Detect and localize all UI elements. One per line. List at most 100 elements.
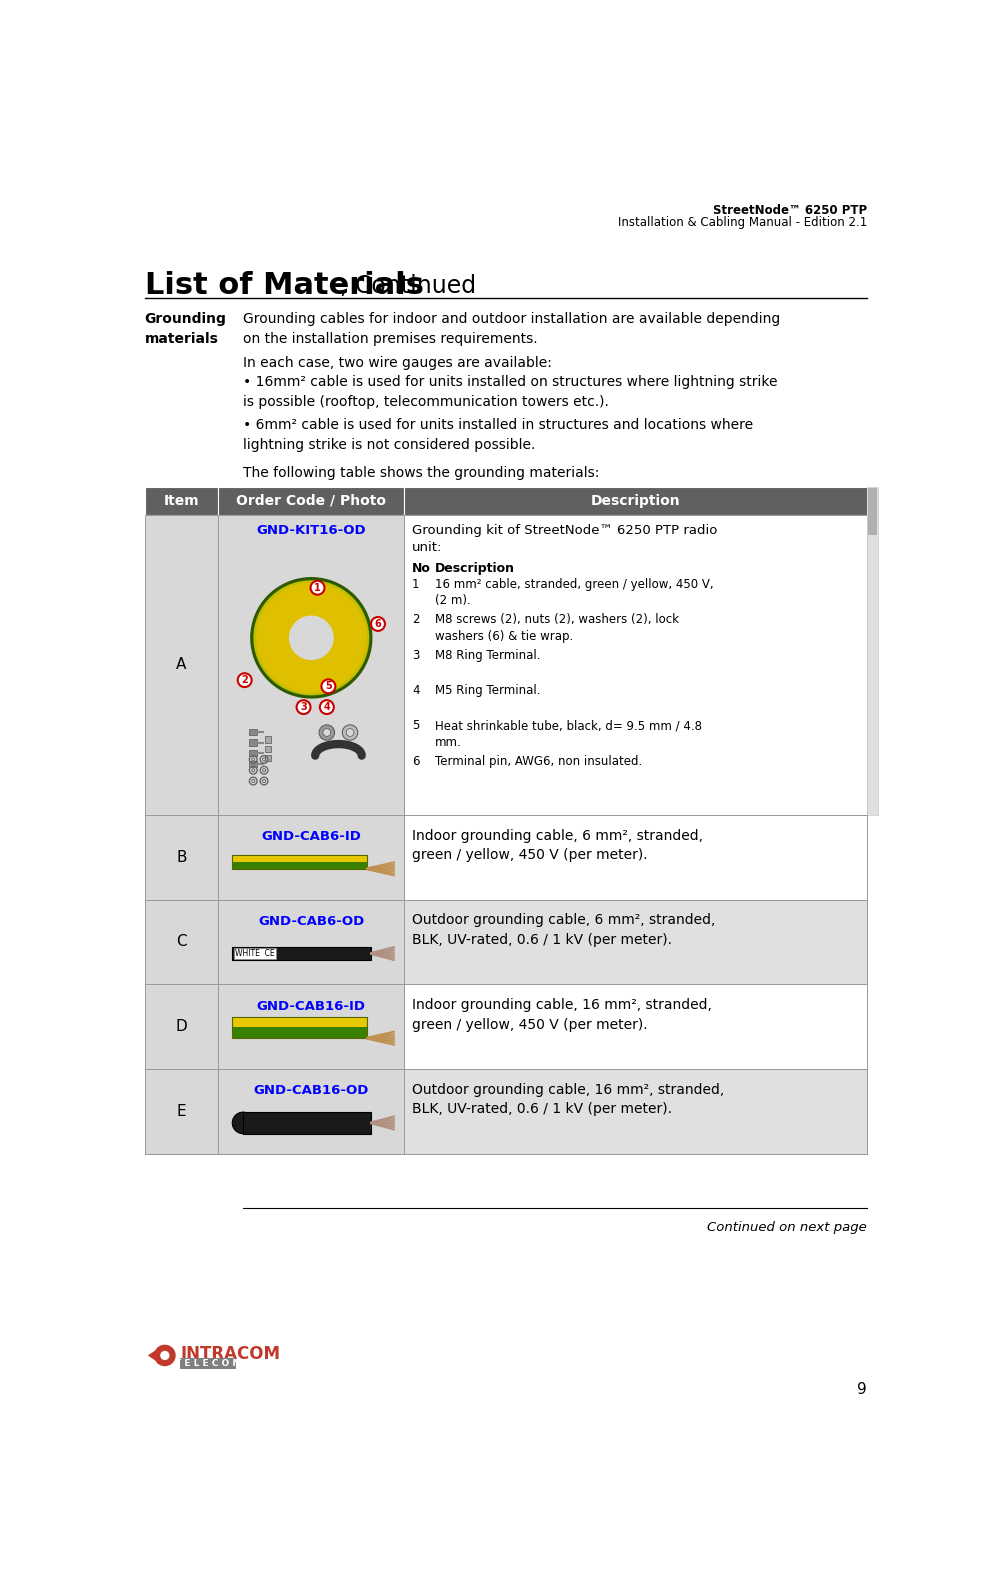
Text: 1: 1 (412, 578, 419, 590)
Bar (404, 900, 867, 984)
Text: GND-CAB16-OD: GND-CAB16-OD (254, 1084, 369, 1097)
Bar (145, 514, 218, 814)
Text: 5: 5 (325, 681, 332, 692)
Text: 16 mm² cable, stranded, green / yellow, 450 V,
(2 m).: 16 mm² cable, stranded, green / yellow, … (435, 578, 714, 608)
Text: Description: Description (590, 494, 681, 508)
Bar (404, 984, 867, 1070)
Polygon shape (263, 589, 360, 686)
Circle shape (322, 679, 336, 694)
Polygon shape (268, 594, 355, 681)
Circle shape (154, 1344, 176, 1366)
Circle shape (319, 725, 335, 740)
Text: The following table shows the grounding materials:: The following table shows the grounding … (243, 467, 599, 481)
Text: INTRACOM: INTRACOM (180, 1346, 280, 1363)
Bar (249, 762, 257, 767)
Text: Item: Item (163, 494, 200, 508)
Bar (218, 900, 404, 984)
Bar (180, 1358, 236, 1368)
Polygon shape (271, 597, 352, 679)
Text: Installation & Cabling Manual - Edition 2.1: Installation & Cabling Manual - Edition … (618, 216, 867, 229)
Text: 4: 4 (324, 701, 331, 713)
Text: 5: 5 (412, 719, 419, 733)
Text: • 16mm² cable is used for units installed on structures where lightning strike
i: • 16mm² cable is used for units installe… (243, 375, 777, 409)
Text: Grounding kit of StreetNode™ 6250 PTP radio
unit:: Grounding kit of StreetNode™ 6250 PTP ra… (412, 524, 717, 554)
Text: 3: 3 (412, 649, 419, 662)
Bar (232, 1017, 367, 1027)
Text: M8 Ring Terminal.: M8 Ring Terminal. (435, 649, 541, 662)
Polygon shape (267, 594, 355, 682)
Bar (145, 984, 218, 1070)
Text: Outdoor grounding cable, 6 mm², stranded,
BLK, UV-rated, 0.6 / 1 kV (per meter).: Outdoor grounding cable, 6 mm², stranded… (412, 914, 715, 947)
Text: In each case, two wire gauges are available:: In each case, two wire gauges are availa… (243, 355, 552, 370)
Circle shape (371, 617, 385, 632)
Bar (249, 751, 257, 757)
Polygon shape (266, 592, 357, 684)
Text: 9: 9 (857, 1382, 867, 1397)
Polygon shape (148, 1347, 159, 1363)
Text: Grounding
materials: Grounding materials (145, 313, 226, 346)
Bar (232, 855, 367, 862)
Text: Order Code / Photo: Order Code / Photo (236, 494, 387, 508)
Bar (232, 855, 367, 868)
Polygon shape (269, 595, 354, 681)
Text: Indoor grounding cable, 6 mm², stranded,
green / yellow, 450 V (per meter).: Indoor grounding cable, 6 mm², stranded,… (412, 828, 704, 862)
Text: T E L E C O M: T E L E C O M (175, 1358, 241, 1368)
Text: Terminal pin, AWG6, non insulated.: Terminal pin, AWG6, non insulated. (435, 755, 643, 768)
Text: C: C (176, 935, 187, 949)
Polygon shape (257, 584, 366, 692)
Polygon shape (251, 578, 372, 698)
Text: Grounding cables for indoor and outdoor installation are available depending
on : Grounding cables for indoor and outdoor … (243, 313, 780, 346)
Text: 6: 6 (412, 755, 419, 768)
Circle shape (323, 728, 331, 736)
Bar (867, 487, 878, 814)
Polygon shape (261, 587, 362, 687)
Circle shape (160, 1351, 169, 1360)
Bar (232, 946, 371, 960)
Bar (868, 489, 877, 535)
Text: GND-CAB16-ID: GND-CAB16-ID (257, 1000, 366, 1013)
Polygon shape (260, 586, 363, 689)
Polygon shape (258, 584, 365, 690)
Text: A: A (176, 657, 187, 673)
Text: 1: 1 (314, 582, 321, 594)
Polygon shape (289, 616, 333, 659)
Bar (218, 1070, 404, 1154)
Text: WHITE  CE: WHITE CE (235, 949, 275, 959)
Circle shape (238, 673, 252, 687)
Circle shape (296, 700, 311, 714)
Text: GND-KIT16-OD: GND-KIT16-OD (257, 524, 366, 536)
Text: D: D (175, 1019, 187, 1035)
Text: Description: Description (435, 562, 516, 576)
Text: GND-CAB6-OD: GND-CAB6-OD (258, 916, 364, 928)
Text: 2: 2 (412, 613, 419, 627)
Bar (145, 814, 218, 900)
Bar (265, 736, 271, 743)
Bar (232, 862, 367, 868)
Text: , Continued: , Continued (340, 273, 476, 298)
Polygon shape (255, 581, 368, 694)
Polygon shape (262, 589, 361, 687)
Bar (218, 814, 404, 900)
Text: 6: 6 (375, 619, 382, 628)
Text: 4: 4 (412, 684, 419, 697)
Text: Outdoor grounding cable, 16 mm², stranded,
BLK, UV-rated, 0.6 / 1 kV (per meter): Outdoor grounding cable, 16 mm², strande… (412, 1082, 724, 1116)
Text: Heat shrinkable tube, black, d= 9.5 mm / 4.8
mm.: Heat shrinkable tube, black, d= 9.5 mm /… (435, 719, 703, 749)
Circle shape (232, 1112, 254, 1133)
Text: List of Materials: List of Materials (145, 271, 424, 300)
Bar (218, 984, 404, 1070)
Bar (234, 947, 277, 959)
Bar (404, 814, 867, 900)
Polygon shape (256, 582, 366, 692)
Text: Indoor grounding cable, 16 mm², stranded,
green / yellow, 450 V (per meter).: Indoor grounding cable, 16 mm², stranded… (412, 998, 712, 1032)
Text: No: No (412, 562, 431, 576)
Bar (145, 1070, 218, 1154)
Polygon shape (254, 581, 369, 695)
Text: 2: 2 (241, 674, 248, 686)
Bar (265, 755, 271, 762)
Bar (404, 487, 867, 514)
Text: E: E (177, 1105, 186, 1119)
Text: B: B (176, 849, 187, 865)
Polygon shape (260, 586, 363, 689)
Text: • 6mm² cable is used for units installed in structures and locations where
light: • 6mm² cable is used for units installed… (243, 417, 753, 452)
Text: StreetNode™ 6250 PTP: StreetNode™ 6250 PTP (712, 205, 867, 217)
